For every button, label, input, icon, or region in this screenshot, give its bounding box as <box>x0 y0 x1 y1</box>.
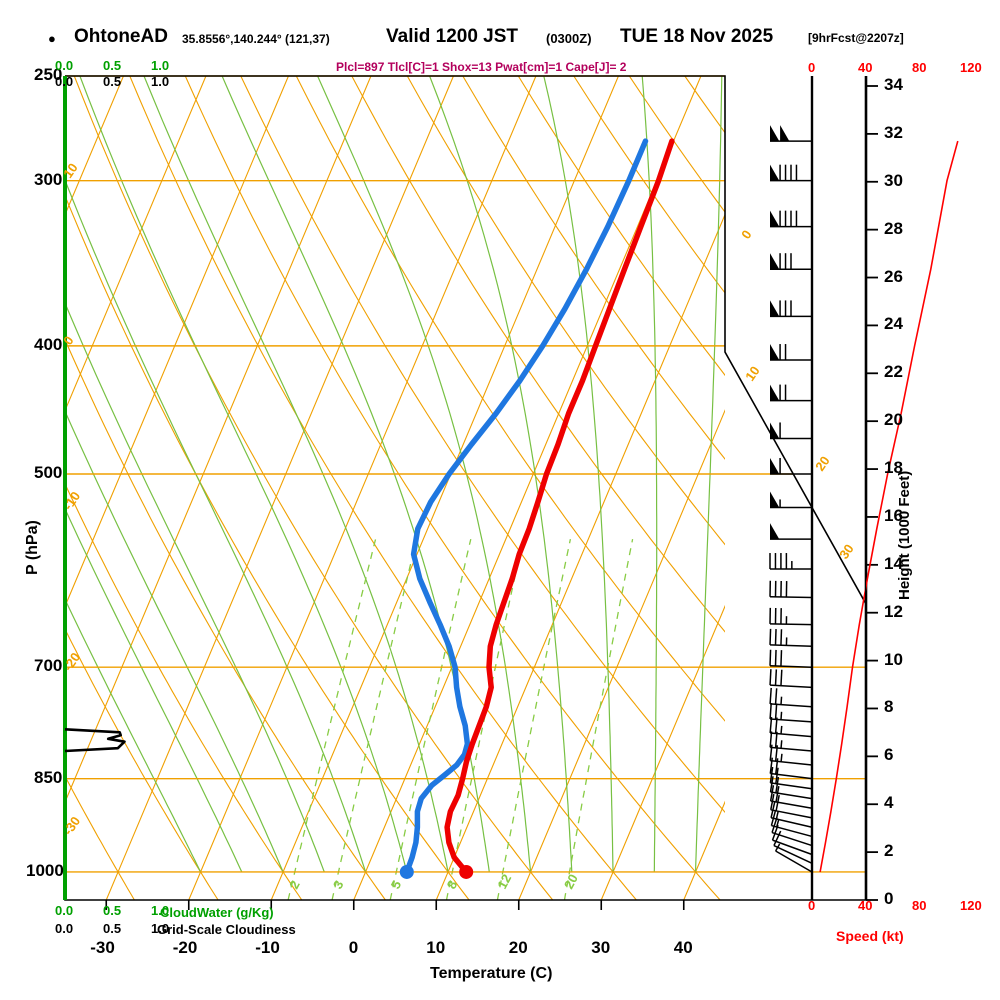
height-tick-30: 30 <box>884 170 903 190</box>
temperature-axis-ticks <box>105 900 685 910</box>
temperature-tick-0: 0 <box>348 938 359 957</box>
svg-text:5: 5 <box>388 878 405 891</box>
cloudwater-top-tick-0: 0.0 <box>55 58 74 73</box>
speed-tick-80-top: 80 <box>912 60 927 75</box>
pressure-tick-250: 250 <box>34 65 63 84</box>
svg-text:20: 20 <box>561 872 581 892</box>
temperature-axis-label: Temperature (C) <box>430 965 553 982</box>
forecast-tag: [9hrFcst@2207z] <box>808 31 904 45</box>
height-tick-2: 2 <box>884 841 894 861</box>
cloudiness-top-tick-0: 0.0 <box>55 74 74 89</box>
sounding-parameters: Plcl=897 Tlcl[C]=1 Shox=13 Pwat[cm]=1 Ca… <box>336 60 627 74</box>
temperature-tick--20: -20 <box>172 938 198 957</box>
valid-date: TUE 18 Nov 2025 <box>620 26 774 47</box>
speed-tick-120-bottom: 120 <box>960 898 982 913</box>
height-axis-label: Height (1000 Feet) <box>896 470 913 600</box>
background-gridlines <box>65 76 725 900</box>
height-tick-4: 4 <box>884 793 894 813</box>
svg-text:30: 30 <box>836 541 857 561</box>
pressure-tick-300: 300 <box>34 169 63 189</box>
valid-time-utc: (0300Z) <box>546 31 592 46</box>
speed-axis-label: Speed (kt) <box>836 928 904 944</box>
temperature-tick--30: -30 <box>90 938 115 957</box>
height-tick-8: 8 <box>884 697 894 717</box>
wind-axis <box>810 76 868 900</box>
cloudiness-top-tick-1: 0.5 <box>103 74 122 89</box>
speed-tick-40-top: 40 <box>858 60 873 75</box>
cloudwater-top-tick-1: 0.5 <box>103 58 122 73</box>
wind-barbs <box>769 125 813 873</box>
cloudwater-tick-0: 0.0 <box>55 903 74 918</box>
height-tick-18: 18 <box>884 458 903 478</box>
temperature-profile <box>444 138 675 879</box>
cloudiness-axis-label: Grid-Scale Cloudiness <box>157 922 296 937</box>
temperature-tick--10: -10 <box>255 938 280 957</box>
cloudwater-axis-label: CloudWater (g/Kg) <box>160 905 274 920</box>
height-tick-32: 32 <box>884 122 903 142</box>
mixing-ratio-labels: 2 3 5 8 12 20 <box>286 872 581 892</box>
height-tick-26: 26 <box>884 266 903 286</box>
pressure-tick-400: 400 <box>34 334 63 354</box>
svg-text:3: 3 <box>330 878 347 891</box>
pressure-tick-500: 500 <box>34 462 63 482</box>
station-coordinates: 35.8556°,140.244° (121,37) <box>182 32 330 46</box>
pressure-tick-1000: 1000 <box>26 860 64 880</box>
svg-text:10: 10 <box>742 363 763 383</box>
cloudiness-top-tick-2: 1.0 <box>151 74 170 89</box>
svg-text:10: 10 <box>60 160 81 180</box>
pressure-tick-700: 700 <box>34 656 63 676</box>
svg-text:8: 8 <box>444 878 461 891</box>
height-axis-ticks <box>866 85 878 901</box>
height-tick-20: 20 <box>884 410 903 430</box>
station-name: OhtoneAD <box>74 26 168 47</box>
height-tick-34: 34 <box>884 75 903 94</box>
dewpoint-profile <box>399 138 649 879</box>
temperature-tick-20: 20 <box>508 938 528 957</box>
valid-time: Valid 1200 JST <box>386 26 519 47</box>
cloudwater-top-tick-2: 1.0 <box>151 58 170 73</box>
height-tick-16: 16 <box>884 505 903 525</box>
speed-tick-80-bottom: 80 <box>912 898 927 913</box>
height-tick-10: 10 <box>884 649 903 669</box>
temperature-tick-40: 40 <box>673 938 693 957</box>
speed-tick-120-top: 120 <box>960 60 982 75</box>
height-tick-6: 6 <box>884 745 894 765</box>
svg-text:0: 0 <box>738 227 754 242</box>
height-tick-24: 24 <box>884 314 903 334</box>
svg-text:20: 20 <box>812 453 833 473</box>
temperature-tick-10: 10 <box>426 938 446 957</box>
svg-text:12: 12 <box>494 872 514 892</box>
height-tick-12: 12 <box>884 601 903 621</box>
cloudiness-tick-1: 0.5 <box>103 921 122 936</box>
temperature-tick-30: 30 <box>591 938 611 957</box>
pressure-tick-850: 850 <box>34 767 63 787</box>
wind-speed-curve <box>866 140 959 592</box>
speed-tick-40-bottom: 40 <box>858 898 873 913</box>
speed-tick-0-bottom: 0 <box>808 898 816 913</box>
svg-text:2: 2 <box>286 878 303 891</box>
speed-tick-0-top: 0 <box>808 60 816 75</box>
cloudwater-tick-1: 0.5 <box>103 903 122 918</box>
station-bullet-icon: ● <box>48 31 56 46</box>
height-tick-0: 0 <box>884 889 894 908</box>
height-tick-14: 14 <box>884 553 903 573</box>
cloudiness-curve <box>64 728 126 753</box>
cloudiness-tick-2: 1.0 <box>151 921 170 936</box>
pressure-axis-label: P (hPa) <box>24 520 41 575</box>
height-tick-28: 28 <box>884 218 903 238</box>
cloudiness-tick-0: 0.0 <box>55 921 74 936</box>
cloudwater-tick-2: 1.0 <box>151 903 170 918</box>
height-tick-22: 22 <box>884 362 903 382</box>
